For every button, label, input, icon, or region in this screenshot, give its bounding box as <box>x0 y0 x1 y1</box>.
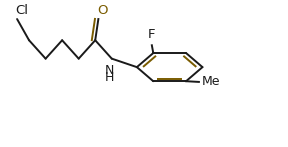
Text: F: F <box>148 28 156 41</box>
Text: H: H <box>105 71 114 84</box>
Text: Me: Me <box>202 75 220 88</box>
Text: N: N <box>105 64 114 77</box>
Text: Cl: Cl <box>16 4 29 17</box>
Text: O: O <box>97 4 108 17</box>
